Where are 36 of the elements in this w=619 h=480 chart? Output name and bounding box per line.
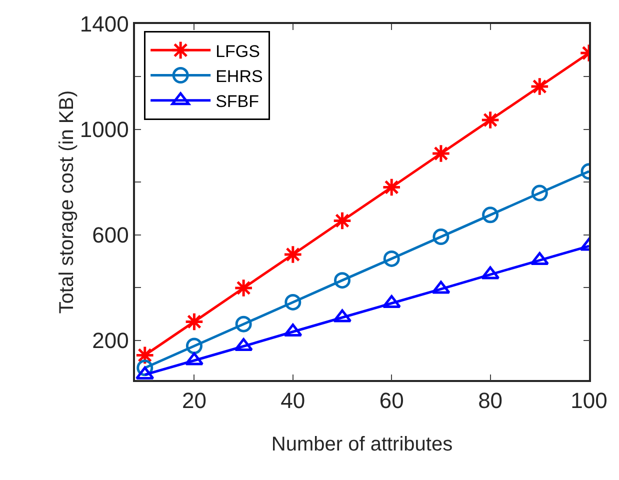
point — [383, 250, 400, 267]
legend-label: LFGS — [216, 42, 260, 61]
point — [531, 184, 548, 202]
point — [382, 295, 401, 308]
point — [431, 144, 451, 164]
y-axis-title: Total storage cost (in KB) — [56, 90, 78, 314]
point — [432, 228, 450, 246]
point — [135, 346, 155, 365]
legend-label: EHRS — [216, 66, 263, 86]
y-tick-label: 200 — [92, 328, 129, 354]
point — [186, 338, 202, 354]
point — [332, 211, 352, 230]
point — [234, 278, 254, 298]
point — [482, 206, 499, 224]
x-tick-label: 100 — [570, 388, 608, 414]
point — [432, 280, 450, 294]
point — [382, 178, 402, 197]
point — [283, 244, 303, 264]
point — [184, 312, 204, 332]
point — [284, 294, 302, 310]
x-tick-label: 60 — [379, 388, 404, 414]
y-tick-label: 1000 — [80, 117, 129, 142]
point — [480, 110, 500, 130]
legend-label: SFBF — [216, 92, 260, 111]
x-tick-label: 80 — [478, 388, 503, 414]
x-tick-label: 40 — [280, 388, 306, 414]
x-tick-label: 20 — [182, 388, 206, 414]
y-tick-label: 1400 — [80, 12, 129, 37]
point — [334, 272, 351, 289]
point — [530, 76, 550, 96]
point — [136, 366, 154, 380]
point — [235, 316, 252, 332]
point — [284, 323, 302, 336]
point — [530, 252, 549, 266]
x-axis-title: Number of attributes — [271, 434, 453, 456]
y-tick-label: 600 — [92, 222, 129, 248]
